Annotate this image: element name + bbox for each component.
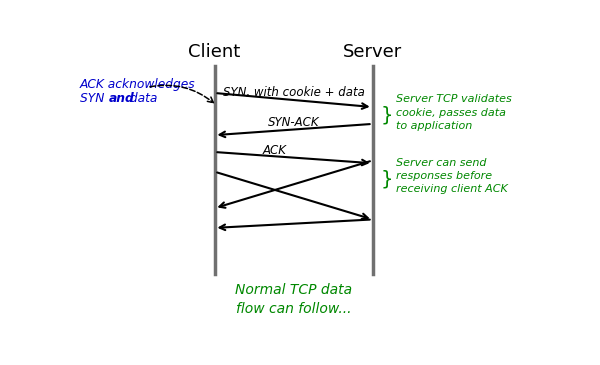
Text: }: } bbox=[381, 169, 394, 188]
Text: SYN-ACK: SYN-ACK bbox=[268, 116, 319, 129]
Text: Normal TCP data
flow can follow...: Normal TCP data flow can follow... bbox=[235, 283, 352, 316]
Text: }: } bbox=[381, 106, 394, 125]
Text: ACK acknowledges: ACK acknowledges bbox=[80, 78, 195, 91]
Text: Server TCP validates
cookie, passes data
to application: Server TCP validates cookie, passes data… bbox=[396, 95, 512, 131]
Text: SYN, with cookie + data: SYN, with cookie + data bbox=[223, 87, 364, 100]
Text: data: data bbox=[126, 92, 158, 105]
Text: SYN: SYN bbox=[80, 92, 108, 105]
Text: and: and bbox=[109, 92, 134, 105]
Text: Server: Server bbox=[343, 43, 402, 61]
Text: Server can send
responses before
receiving client ACK: Server can send responses before receivi… bbox=[396, 158, 508, 194]
Text: Client: Client bbox=[188, 43, 241, 61]
Text: ACK: ACK bbox=[263, 144, 287, 157]
